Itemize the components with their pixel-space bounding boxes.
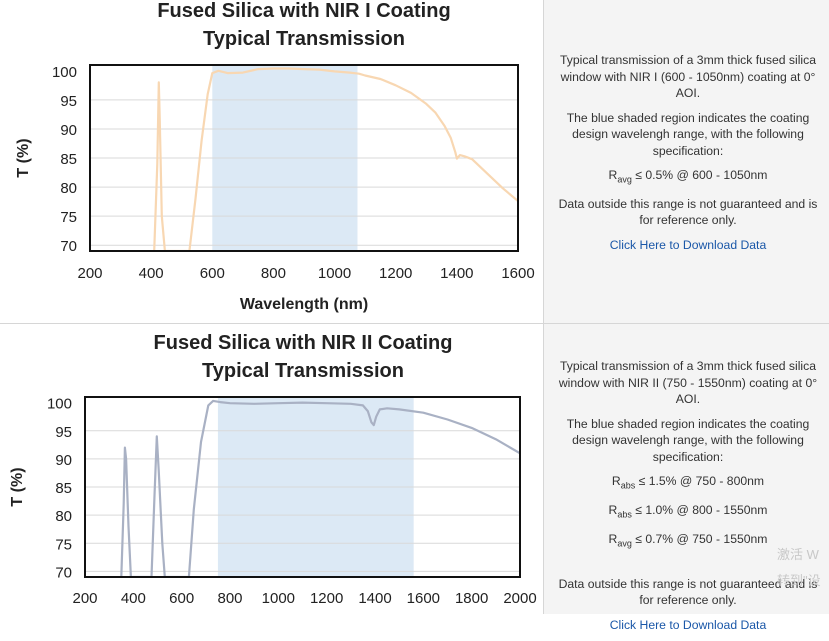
x-tick-label: 600 — [200, 265, 225, 282]
y-tick-label: 100 — [52, 64, 77, 81]
y-tick-label: 75 — [55, 536, 72, 553]
x-tick-label: 400 — [121, 590, 146, 607]
spec-symbol: R — [608, 168, 618, 182]
plot-frame — [89, 64, 519, 252]
y-tick-label: 100 — [47, 396, 72, 413]
x-tick-label: 2000 — [503, 590, 536, 607]
chart-cell-nir2: Fused Silica with NIR II Coating Typical … — [0, 324, 543, 614]
y-tick-label: 75 — [60, 209, 77, 226]
spec-symbol: R — [608, 531, 618, 546]
y-tick-label: 85 — [60, 151, 77, 168]
info-panel-nir1: Typical transmission of a 3mm thick fuse… — [543, 0, 829, 323]
chart-nir1: Fused Silica with NIR I Coating Typical T… — [15, 0, 535, 313]
x-tick-label: 1400 — [358, 590, 391, 607]
spec-value: ≤ 1.5% @ 750 - 800nm — [638, 474, 765, 488]
transmission-line — [120, 399, 520, 577]
x-tick-label: 800 — [261, 265, 286, 282]
spec-subscript: abs — [620, 480, 636, 491]
spec-subscript: avg — [617, 174, 632, 185]
spec-line: Ravg ≤ 0.7% @ 750 - 1550nm — [552, 531, 824, 552]
x-tick-label: 1400 — [440, 265, 473, 282]
y-tick-label: 95 — [55, 424, 72, 441]
chart-row-nir2: Fused Silica with NIR II Coating Typical … — [0, 324, 829, 632]
y-tick-label: 85 — [55, 480, 72, 497]
y-tick-label: 95 — [60, 93, 77, 110]
spec-line: Rabs ≤ 1.5% @ 750 - 800nm — [552, 473, 824, 494]
x-tick-label: 1800 — [455, 590, 488, 607]
chart-nir2: Fused Silica with NIR II Coating Typical … — [9, 332, 537, 607]
chart-subtitle: Typical Transmission — [203, 28, 405, 50]
y-tick-label: 80 — [60, 180, 77, 197]
y-axis-label: T (%) — [9, 467, 26, 506]
spec-line: Ravg ≤ 0.5% @ 600 - 1050nm — [552, 167, 824, 188]
x-tick-label: 1600 — [501, 265, 534, 282]
x-tick-label: 600 — [169, 590, 194, 607]
y-axis-label: T (%) — [15, 138, 32, 177]
plot-frame — [84, 396, 521, 578]
chart-title: Fused Silica with NIR II Coating — [154, 332, 453, 354]
x-tick-label: 1000 — [318, 265, 351, 282]
info-text-nir2: Typical transmission of a 3mm thick fuse… — [552, 358, 824, 641]
chart-title: Fused Silica with NIR I Coating — [157, 0, 450, 22]
y-tick-label: 80 — [55, 508, 72, 525]
x-axis-label: Wavelength (nm) — [240, 296, 368, 313]
y-tick-label: 70 — [55, 564, 72, 581]
shaded-region-note: The blue shaded region indicates the coa… — [566, 416, 810, 464]
download-data-link[interactable]: Click Here to Download Data — [609, 237, 767, 252]
x-tick-label: 800 — [217, 590, 242, 607]
description: Typical transmission of a 3mm thick fuse… — [558, 359, 818, 406]
spec-subscript: abs — [617, 509, 632, 520]
x-tick-label: 1200 — [379, 265, 412, 282]
spec-symbol: R — [611, 474, 621, 488]
spec-value: ≤ 0.5% @ 600 - 1050nm — [635, 168, 768, 182]
x-tick-label: 400 — [139, 265, 164, 282]
spec-line: Rabs ≤ 1.0% @ 800 - 1550nm — [552, 502, 824, 523]
spec-symbol: R — [608, 502, 618, 517]
watermark-line-2: 转到"设 — [777, 573, 821, 588]
chart-subtitle: Typical Transmission — [202, 360, 404, 382]
chart-cell-nir1: Fused Silica with NIR I Coating Typical T… — [0, 0, 543, 323]
download-data-link[interactable]: Click Here to Download Data — [609, 617, 767, 632]
x-tick-label: 1000 — [262, 590, 295, 607]
y-tick-label: 90 — [55, 452, 72, 469]
info-text-nir1: Typical transmission of a 3mm thick fuse… — [552, 52, 824, 261]
disclaimer: Data outside this range is not guarantee… — [558, 196, 818, 228]
y-tick-label: 70 — [60, 238, 77, 255]
watermark-line-1: 激活 W — [777, 547, 819, 562]
spec-value: ≤ 0.7% @ 750 - 1550nm — [635, 531, 768, 546]
chart-row-nir1: Fused Silica with NIR I Coating Typical T… — [0, 0, 829, 324]
spec-subscript: avg — [617, 538, 632, 549]
disclaimer: Data outside this range is not guarantee… — [558, 576, 818, 608]
y-tick-label: 90 — [60, 122, 77, 139]
transmission-line — [153, 67, 518, 251]
shaded-region-note: The blue shaded region indicates the coa… — [566, 110, 810, 158]
x-tick-label: 1600 — [407, 590, 440, 607]
spec-value: ≤ 1.0% @ 800 - 1550nm — [635, 502, 768, 517]
info-panel-nir2: Typical transmission of a 3mm thick fuse… — [543, 324, 829, 632]
x-tick-label: 200 — [77, 265, 102, 282]
description: Typical transmission of a 3mm thick fuse… — [559, 53, 817, 100]
x-tick-label: 1200 — [310, 590, 343, 607]
x-tick-label: 200 — [72, 590, 97, 607]
